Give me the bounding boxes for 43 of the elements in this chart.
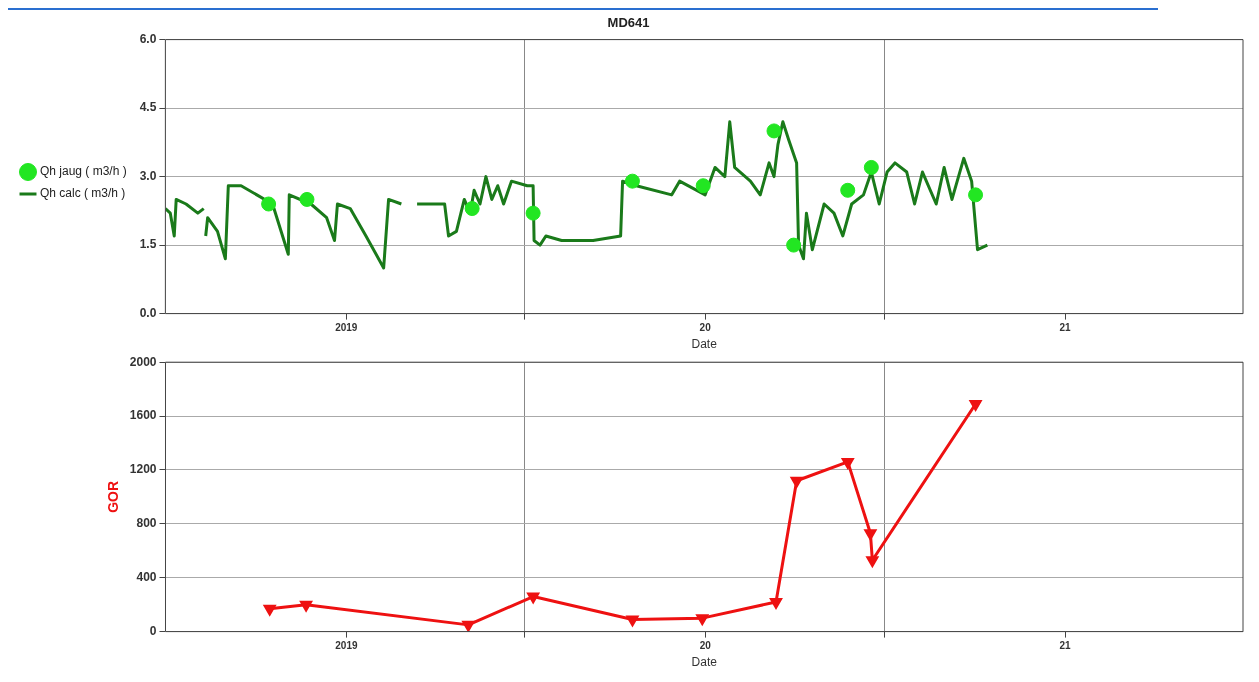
point: [863, 159, 879, 175]
y-tick-label: 3.0: [139, 168, 157, 183]
point: [527, 592, 540, 604]
y-tick-label: 2000: [129, 354, 157, 369]
x-axis-title: Date: [691, 655, 718, 670]
y-tick-label: 1.5: [139, 237, 157, 252]
x-tick-label: 2019: [335, 322, 358, 334]
point: [840, 182, 856, 198]
y-tick-label: 0: [149, 623, 157, 638]
point: [462, 620, 475, 632]
y-tick-label: 1600: [129, 408, 157, 423]
y-tick-label: 4.5: [139, 100, 157, 115]
point: [464, 201, 480, 217]
point: [790, 476, 803, 488]
y-tick-label: 400: [136, 570, 157, 585]
point: [695, 178, 711, 194]
point: [968, 187, 984, 203]
point: [261, 196, 277, 212]
point: [300, 600, 312, 612]
y-axis-title: GOR: [105, 480, 122, 513]
chart-title: MD641: [607, 15, 650, 31]
point: [766, 123, 782, 139]
legend-label: Qh jaug ( m3/h ): [40, 164, 127, 179]
x-tick-label: 21: [1059, 322, 1072, 334]
point: [525, 205, 541, 221]
point: [969, 399, 982, 411]
y-tick-label: 6.0: [139, 31, 157, 46]
point: [786, 237, 802, 253]
point: [770, 597, 782, 609]
point: [841, 457, 854, 469]
x-tick-label: 20: [699, 322, 712, 334]
y-tick-label: 800: [136, 516, 157, 531]
y-tick-label: 1200: [129, 462, 157, 477]
x-axis-title: Date: [691, 337, 718, 352]
x-tick-label: 20: [699, 640, 712, 652]
point: [299, 191, 315, 207]
y-tick-label: 0.0: [139, 305, 157, 320]
x-tick-label: 21: [1059, 640, 1072, 652]
x-tick-label: 2019: [335, 640, 358, 652]
point: [624, 173, 640, 189]
point: [263, 604, 276, 616]
legend-label: Qh calc ( m3/h ): [40, 186, 126, 201]
point: [864, 529, 877, 540]
